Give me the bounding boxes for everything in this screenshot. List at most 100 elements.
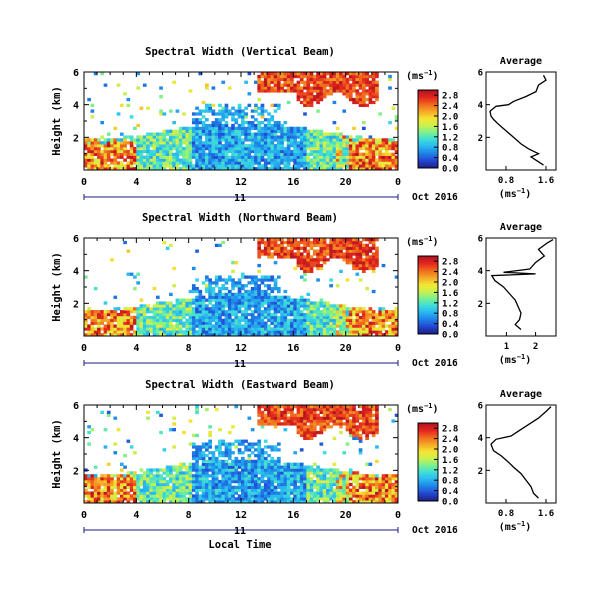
x-tick-label: 0: [81, 343, 87, 354]
heatmap-cell: [270, 152, 275, 156]
heatmap-cell: [391, 312, 396, 317]
heatmap-cell: [139, 500, 144, 503]
heatmap-cell: [195, 149, 199, 154]
heatmap-cell: [312, 263, 317, 268]
heatmap-cell: [234, 304, 239, 308]
heatmap-cell: [188, 89, 193, 93]
heatmap-cell: [358, 152, 363, 156]
heatmap-cell: [273, 74, 278, 79]
heatmap-cell: [250, 301, 255, 305]
heatmap-cell: [185, 146, 190, 151]
heatmap-cell: [244, 115, 248, 119]
heatmap-cell: [283, 167, 288, 170]
heatmap-cell: [391, 146, 396, 151]
heatmap-cell: [208, 318, 212, 322]
heatmap-cell: [110, 141, 114, 145]
heatmap-cell: [162, 448, 167, 452]
heatmap-cell: [263, 497, 268, 501]
heatmap-cell: [208, 482, 212, 487]
heatmap-cell: [257, 123, 262, 128]
heatmap-cell: [280, 310, 284, 314]
heatmap-cell: [224, 462, 229, 466]
heatmap-cell: [254, 307, 258, 311]
heatmap-cell: [126, 324, 131, 328]
heatmap-cell: [283, 80, 288, 84]
heatmap-cell: [293, 422, 297, 426]
heatmap-cell: [146, 497, 150, 501]
heatmap-cell: [165, 301, 170, 305]
heatmap-cell: [260, 152, 265, 156]
heatmap-cell: [227, 167, 232, 170]
heatmap-cell: [155, 410, 160, 415]
heatmap-cell: [309, 405, 314, 409]
heatmap-cell: [136, 123, 140, 128]
heatmap-cell: [100, 144, 105, 148]
heatmap-cell: [283, 405, 288, 409]
heatmap-cell: [352, 240, 356, 245]
heatmap-cell: [273, 149, 278, 154]
heatmap-cell: [198, 468, 203, 472]
heatmap-cell: [257, 315, 262, 320]
heatmap-cell: [201, 144, 206, 148]
heatmap-cell: [257, 485, 262, 489]
heatmap-cell: [293, 243, 297, 248]
heatmap-cell: [378, 164, 383, 168]
heatmap-cell: [329, 77, 333, 82]
heatmap-cell: [221, 482, 226, 487]
heatmap-cell: [286, 80, 291, 84]
heatmap-cell: [123, 491, 127, 495]
heatmap-cell: [329, 164, 333, 168]
heatmap-cell: [355, 263, 360, 268]
heatmap-cell: [195, 471, 199, 475]
heatmap-cell: [257, 83, 262, 87]
heatmap-cell: [221, 126, 226, 131]
heatmap-cell: [205, 454, 209, 458]
heatmap-cell: [371, 321, 376, 325]
heatmap-cell: [195, 126, 199, 131]
heatmap-cell: [388, 164, 392, 168]
heatmap-cell: [191, 167, 196, 170]
heatmap-cell: [247, 448, 252, 452]
heatmap-cell: [241, 330, 245, 334]
heatmap-cell: [191, 129, 196, 133]
heatmap-cell: [234, 488, 239, 492]
heatmap-cell: [162, 312, 167, 317]
heatmap-cell: [355, 310, 360, 314]
heatmap-cell: [191, 164, 196, 168]
heatmap-cell: [155, 479, 160, 484]
heatmap-cell: [123, 474, 127, 478]
heatmap-cell: [146, 333, 150, 336]
heatmap-cell: [267, 454, 271, 458]
heatmap-cell: [106, 152, 111, 156]
heatmap-cell: [169, 468, 173, 472]
heatmap-cell: [339, 497, 343, 501]
heatmap-cell: [316, 80, 320, 84]
heatmap-cell: [362, 333, 366, 336]
heatmap-cell: [211, 146, 216, 151]
heatmap-cell: [355, 100, 360, 105]
heatmap-cell: [342, 74, 347, 79]
heatmap-cell: [368, 138, 373, 142]
heatmap-cell: [175, 471, 180, 475]
heatmap-cell: [221, 118, 226, 122]
heatmap-cell: [178, 307, 183, 311]
heatmap-cell: [332, 135, 337, 139]
heatmap-cell: [306, 474, 311, 478]
heatmap-cell: [182, 315, 186, 320]
heatmap-cell: [339, 149, 343, 154]
heatmap-cell: [195, 307, 199, 311]
heatmap-cell: [348, 141, 353, 145]
heatmap-cell: [342, 491, 347, 495]
heatmap-cell: [172, 465, 176, 469]
heatmap-cell: [201, 129, 206, 133]
heatmap-cell: [283, 471, 288, 475]
heatmap-cell: [260, 238, 265, 242]
heatmap-cell: [198, 121, 203, 125]
heatmap-cell: [322, 243, 327, 248]
heatmap-cell: [306, 86, 311, 90]
heatmap-cell: [152, 141, 157, 145]
heatmap-cell: [316, 494, 320, 498]
heatmap-cell: [119, 500, 124, 503]
colorbar-swatch: [418, 306, 438, 309]
heatmap-cell: [335, 246, 340, 250]
